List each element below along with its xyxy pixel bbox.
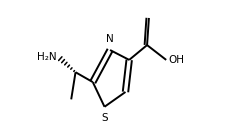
Text: H₂N: H₂N (37, 52, 57, 62)
Text: OH: OH (167, 55, 183, 65)
Text: N: N (106, 35, 113, 44)
Text: S: S (101, 113, 107, 123)
